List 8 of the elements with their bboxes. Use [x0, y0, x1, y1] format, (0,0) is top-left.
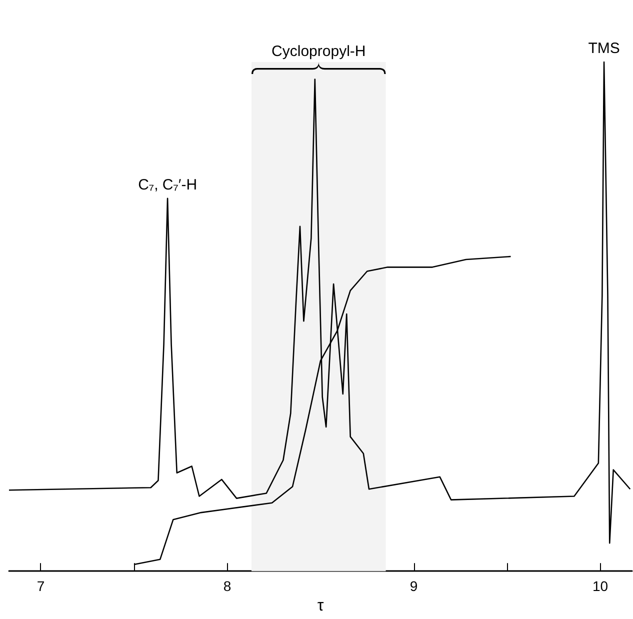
band-label: Cyclopropyl-H [272, 43, 366, 60]
x-tick-label: 9 [410, 578, 418, 594]
annotation: TMS [588, 40, 620, 57]
x-tick-label: 10 [592, 578, 608, 594]
annotation: C₇, C₇′-H [138, 176, 198, 194]
x-axis-title: τ [317, 598, 324, 614]
x-tick-label: 8 [223, 578, 232, 594]
x-tick-label: 7 [36, 578, 45, 594]
